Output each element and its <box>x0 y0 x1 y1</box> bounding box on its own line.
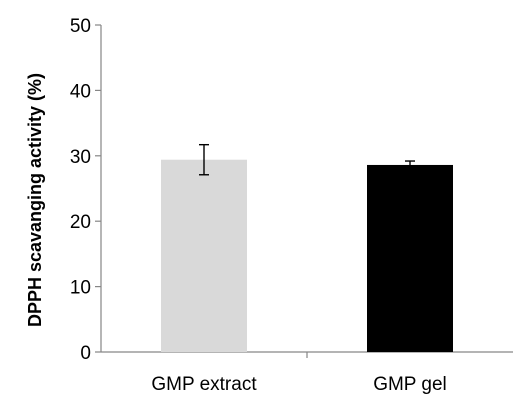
x-category-label: GMP gel <box>373 374 447 395</box>
y-tick-label: 50 <box>70 16 91 37</box>
bar-gmp-extract <box>161 159 247 352</box>
y-tick-label: 0 <box>80 343 91 364</box>
bar-gmp-gel <box>367 164 453 352</box>
plot-area: 0 10 20 30 40 50 GMP extract GMP gel <box>70 16 513 395</box>
y-tick-label: 10 <box>70 278 91 299</box>
y-tick-label: 30 <box>70 147 91 168</box>
x-category-label: GMP extract <box>151 374 257 395</box>
y-tick-label: 40 <box>70 81 91 102</box>
y-axis-title: DPPH scavanging activity (%) <box>25 73 45 327</box>
y-tick-label: 20 <box>70 212 91 233</box>
